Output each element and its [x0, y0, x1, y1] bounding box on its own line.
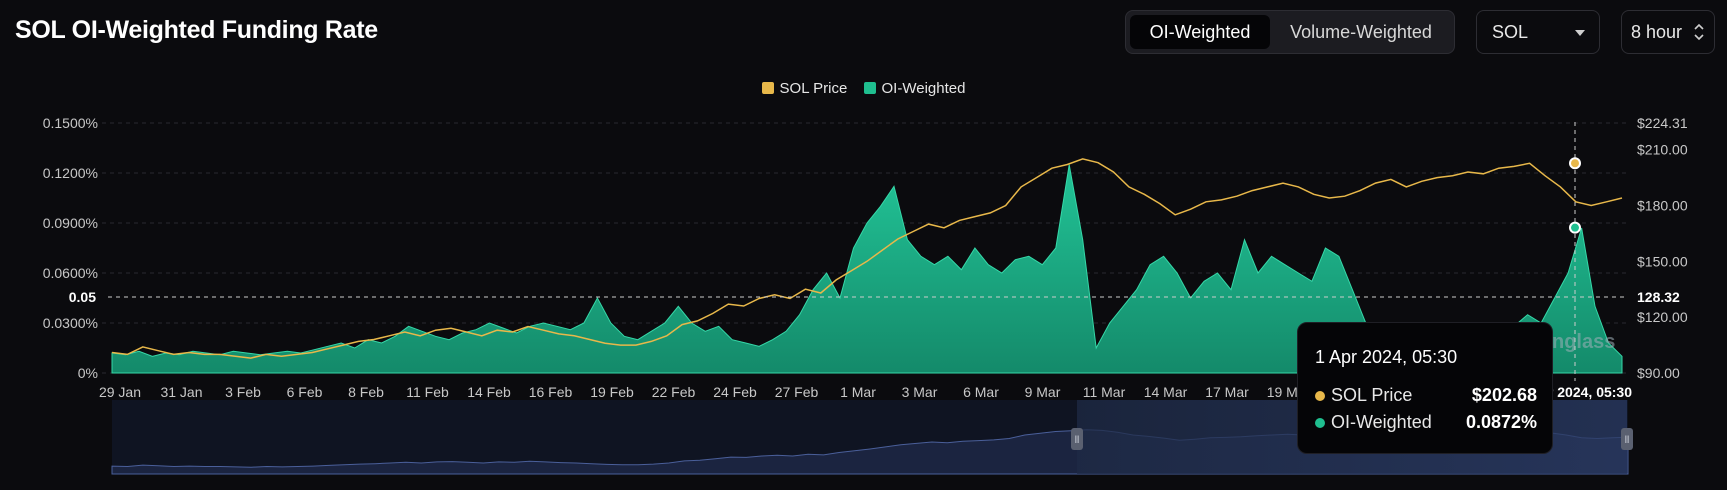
x-tick-label: 16 Feb	[529, 384, 573, 400]
weighting-toggle: OI-Weighted Volume-Weighted	[1125, 10, 1455, 54]
up-down-chevron-icon	[1694, 23, 1704, 41]
x-tick-label: 31 Jan	[160, 384, 202, 400]
x-tick-label: 11 Feb	[406, 384, 449, 400]
legend-item-oi-weighted[interactable]: OI-Weighted	[863, 80, 966, 97]
x-tick-label: 14 Feb	[467, 384, 511, 400]
y-right-tick-label: $210.00	[1637, 142, 1688, 158]
x-tick-label: 11 Mar	[1083, 384, 1126, 400]
chart-tooltip: 1 Apr 2024, 05:30 SOL Price $202.68 OI-W…	[1297, 322, 1553, 454]
dot-icon	[1315, 418, 1325, 428]
y-right-tick-label: $120.00	[1637, 309, 1688, 325]
legend-swatch-icon	[761, 82, 774, 94]
tooltip-label: SOL Price	[1331, 385, 1413, 405]
y-right-tick-label: $90.00	[1637, 365, 1680, 381]
chevron-down-icon	[1575, 30, 1585, 36]
tooltip-value: 0.0872%	[1465, 412, 1537, 432]
y-right-tick-label: $224.31	[1637, 115, 1688, 131]
crosshair-y-left-label: 0.05	[69, 289, 96, 305]
x-tick-label: 3 Feb	[225, 384, 261, 400]
oi-weighted-marker	[1569, 221, 1581, 234]
x-tick-label: 3 Mar	[902, 384, 938, 400]
brush-grip-icon: ll	[1075, 435, 1079, 446]
sol-price-line	[111, 158, 1623, 359]
x-tick-label: 14 Mar	[1144, 384, 1188, 400]
interval-select-value: 8 hour	[1631, 22, 1683, 42]
brush-handle-right[interactable]	[1621, 428, 1633, 450]
crosshair-y-right-label: 128.32	[1637, 289, 1680, 305]
tab-oi-weighted[interactable]: OI-Weighted	[1130, 15, 1270, 49]
y-left-tick-label: 0%	[78, 365, 98, 381]
tooltip-row-oi-weighted: OI-Weighted 0.0872%	[1315, 412, 1537, 433]
dot-icon	[1315, 391, 1325, 401]
x-tick-label: 1 Mar	[840, 384, 876, 400]
chart-legend: SOL Price OI-Weighted	[0, 80, 1727, 97]
interval-select[interactable]: 8 hour	[1621, 10, 1715, 54]
brush-handle-left[interactable]	[1071, 428, 1083, 450]
y-left-tick-label: 0.1200%	[43, 165, 98, 181]
brush-grip-icon: ll	[1625, 435, 1629, 446]
legend-label: OI-Weighted	[881, 80, 966, 97]
y-left-tick-label: 0.1500%	[43, 115, 98, 131]
legend-label: SOL Price	[779, 80, 848, 97]
x-tick-label: 24 Feb	[713, 384, 757, 400]
crosshair-x-badge	[1530, 381, 1636, 403]
tooltip-value: $202.68	[1471, 385, 1537, 405]
x-tick-label: 22 Feb	[652, 384, 696, 400]
page-title: SOL OI-Weighted Funding Rate	[15, 16, 378, 44]
tooltip-row-sol-price: SOL Price $202.68	[1315, 385, 1537, 406]
y-left-tick-label: 0.0900%	[43, 215, 98, 231]
y-right-tick-label: $180.00	[1637, 197, 1688, 213]
y-left-tick-label: 0.0300%	[43, 315, 98, 331]
x-tick-label: 6 Mar	[963, 384, 999, 400]
crosshair-y-right-badge	[1628, 287, 1692, 307]
sol-price-marker	[1569, 157, 1581, 170]
x-tick-label: 27 Feb	[775, 384, 819, 400]
tooltip-date: 1 Apr 2024, 05:30	[1315, 347, 1458, 367]
x-tick-label: 6 Feb	[287, 384, 323, 400]
y-left-tick-label: 0.0600%	[43, 265, 98, 281]
x-tick-label: 8 Feb	[348, 384, 384, 400]
legend-swatch-icon	[863, 82, 876, 94]
watermark: nglass	[1552, 331, 1615, 353]
x-tick-label: 17 Mar	[1205, 384, 1249, 400]
tab-volume-weighted[interactable]: Volume-Weighted	[1290, 22, 1432, 42]
legend-item-sol-price[interactable]: SOL Price	[761, 80, 848, 97]
y-right-tick-label: $150.00	[1637, 253, 1688, 269]
x-tick-label: 29 Jan	[99, 384, 141, 400]
tooltip-label: OI-Weighted	[1331, 412, 1432, 432]
coin-select[interactable]: SOL	[1476, 10, 1600, 54]
x-tick-label: 19 Feb	[590, 384, 634, 400]
crosshair-y-left-badge	[60, 287, 104, 307]
x-tick-label: 9 Mar	[1025, 384, 1061, 400]
coin-select-value: SOL	[1492, 22, 1529, 42]
